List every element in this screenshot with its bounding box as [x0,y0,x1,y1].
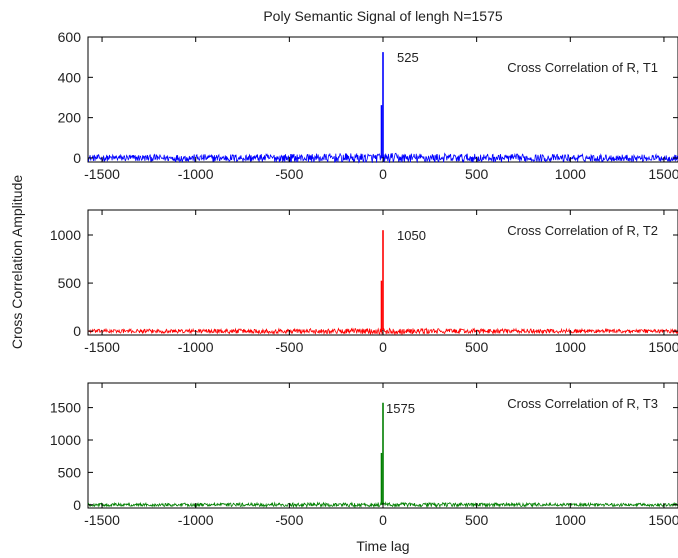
x-tick-label: 500 [465,166,489,182]
x-tick-label: -1000 [178,339,214,355]
x-tick-label: 0 [379,512,387,528]
y-tick-label: 400 [58,69,82,85]
x-tick-label: -500 [275,339,303,355]
y-tick-label: 0 [73,150,81,166]
legend-entry: Cross Correlation of R, T3 [507,396,658,411]
y-tick-label: 200 [58,110,82,126]
figure-xlabel: Time lag [356,538,409,554]
y-tick-label: 1000 [50,432,81,448]
y-tick-label: 1500 [50,400,81,416]
figure-title: Poly Semantic Signal of lengh N=1575 [263,8,503,24]
x-tick-label: 1000 [555,339,586,355]
x-tick-label: 1500 [648,166,678,182]
charts-group: 525 Cross Correlation of R, T1 -1500 -1000 -… [50,29,678,528]
peak-label: 525 [397,50,419,65]
y-tick-label: 500 [58,464,82,480]
figure-ylabel: Cross Correlation Amplitude [9,175,25,350]
x-tick-label: -1500 [84,166,120,182]
x-tick-label: 1500 [648,512,678,528]
chart-1: 525 Cross Correlation of R, T1 -1500 -1000 -… [58,29,678,182]
x-tick-label: 1000 [555,166,586,182]
peak-label: 1575 [386,401,415,416]
x-tick-label: 0 [379,166,387,182]
x-tick-label: -1500 [84,512,120,528]
x-tick-label: -500 [275,166,303,182]
x-tick-label: -500 [275,512,303,528]
peak-label: 1050 [397,228,426,243]
y-tick-label: 1000 [50,227,81,243]
x-tick-label: -1000 [178,166,214,182]
x-tick-label: -1000 [178,512,214,528]
x-tick-label: 500 [465,512,489,528]
x-tick-label: 1000 [555,512,586,528]
y-tick-label: 0 [73,497,81,513]
x-tick-label: 0 [379,339,387,355]
x-tick-label: 500 [465,339,489,355]
legend-entry: Cross Correlation of R, T2 [507,223,658,238]
y-tick-label: 500 [58,275,82,291]
x-tick-label: 1500 [648,339,678,355]
y-tick-label: 0 [73,323,81,339]
chart-2: 1050 Cross Correlation of R, T2 -1500 -1000… [50,209,678,355]
x-tick-label: -1500 [84,339,120,355]
legend-entry: Cross Correlation of R, T1 [507,60,658,75]
y-tick-label: 600 [58,29,82,45]
chart-3: 1575 Cross Correlation of R, T3 -1500 -1000… [50,382,678,528]
